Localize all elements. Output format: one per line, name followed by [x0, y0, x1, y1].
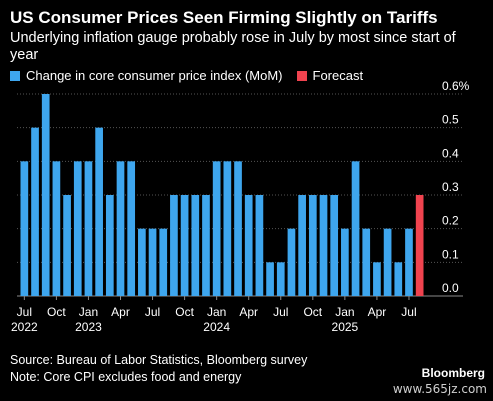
- legend-label-forecast: Forecast: [312, 68, 364, 83]
- bar-core-cpi: [191, 195, 200, 296]
- x-tick-label-month: Jul: [401, 305, 416, 319]
- x-tick-label-month: Apr: [239, 305, 258, 319]
- legend-swatch-forecast: [296, 70, 307, 81]
- bar-core-cpi: [127, 161, 136, 296]
- bar-core-cpi: [234, 161, 242, 296]
- y-tick-label: 0.5: [442, 113, 459, 127]
- x-tick-label-year: 2023: [75, 320, 102, 334]
- bars: [20, 94, 424, 297]
- bar-core-cpi: [394, 262, 403, 296]
- x-tick-label-month: Apr: [368, 305, 387, 319]
- bar-core-cpi: [383, 228, 392, 296]
- x-tick-label-month: Jul: [145, 305, 160, 319]
- x-tick-label-month: Jan: [335, 305, 354, 319]
- bar-core-cpi: [341, 228, 349, 296]
- chart-footer: Source: Bureau of Labor Statistics, Bloo…: [10, 352, 307, 386]
- bar-forecast: [415, 195, 424, 296]
- chart-title: US Consumer Prices Seen Firming Slightly…: [10, 8, 438, 27]
- bar-core-cpi: [308, 195, 317, 296]
- bar-core-cpi: [73, 161, 82, 296]
- y-tick-label: 0.4: [442, 146, 459, 160]
- bar-core-cpi: [170, 195, 178, 296]
- bar-core-cpi: [351, 161, 360, 296]
- bar-core-cpi: [41, 94, 50, 296]
- bar-core-cpi: [52, 161, 61, 296]
- x-tick-label-month: Oct: [303, 305, 322, 319]
- bar-core-cpi: [84, 161, 93, 296]
- bar-core-cpi: [63, 195, 71, 296]
- bar-core-cpi: [223, 161, 232, 296]
- x-tick-label-year: 2024: [203, 320, 230, 334]
- x-tick-label-month: Jul: [17, 305, 32, 319]
- x-tick-label-month: Oct: [175, 305, 194, 319]
- legend-item-core-cpi: Change in core consumer price index (MoM…: [10, 68, 283, 83]
- x-tick-label-year: 2022: [11, 320, 38, 334]
- bar-core-cpi: [373, 262, 381, 296]
- y-tick-label: 0.1: [442, 247, 459, 261]
- bloomberg-logo: Bloomberg: [421, 366, 485, 380]
- bar-core-cpi: [148, 228, 157, 296]
- legend-label-core-cpi: Change in core consumer price index (MoM…: [26, 68, 283, 83]
- bar-core-cpi: [319, 195, 328, 296]
- bar-core-cpi: [20, 161, 29, 296]
- source-note: Source: Bureau of Labor Statistics, Bloo…: [10, 353, 308, 367]
- bar-core-cpi: [95, 127, 103, 297]
- x-tick-label-month: Jan: [207, 305, 226, 319]
- legend-item-forecast: Forecast: [296, 68, 364, 83]
- bar-core-cpi: [266, 262, 274, 296]
- y-axis-ticks: 0.0 0.1 0.2 0.3 0.4 0.5 0.6%: [442, 79, 470, 295]
- x-tick-label-year: 2025: [332, 320, 359, 334]
- bar-core-cpi: [105, 195, 114, 296]
- x-tick-label-month: Oct: [47, 305, 66, 319]
- footnote: Note: Core CPI excludes food and energy: [10, 370, 242, 384]
- y-tick-label: 0.6%: [442, 79, 470, 93]
- y-tick-label: 0.2: [442, 214, 459, 228]
- bar-core-cpi: [202, 195, 210, 296]
- bar-core-cpi: [287, 228, 296, 296]
- bar-core-cpi: [138, 228, 146, 296]
- bar-core-cpi: [255, 195, 264, 296]
- x-tick-label-month: Jul: [273, 305, 288, 319]
- bar-core-cpi: [330, 195, 339, 296]
- bar-core-cpi: [180, 195, 189, 296]
- legend: Change in core consumer price index (MoM…: [10, 68, 377, 83]
- chart-subtitle: Underlying inflation gauge probably rose…: [10, 30, 456, 63]
- bar-core-cpi: [362, 228, 371, 296]
- legend-swatch-core-cpi: [10, 70, 20, 81]
- x-tick-label-month: Jan: [79, 305, 98, 319]
- bar-core-cpi: [212, 161, 221, 296]
- y-tick-label: 0.0: [442, 281, 459, 295]
- bar-core-cpi: [298, 195, 306, 296]
- bar-core-cpi: [276, 262, 285, 296]
- bar-core-cpi: [159, 228, 168, 296]
- bar-core-cpi: [405, 228, 413, 296]
- bar-core-cpi: [116, 161, 125, 296]
- watermark: www.565jz.com: [392, 382, 487, 396]
- bar-core-cpi: [244, 195, 253, 296]
- bar-core-cpi: [31, 127, 39, 297]
- x-tick-label-month: Apr: [111, 305, 130, 319]
- y-tick-label: 0.3: [442, 180, 459, 194]
